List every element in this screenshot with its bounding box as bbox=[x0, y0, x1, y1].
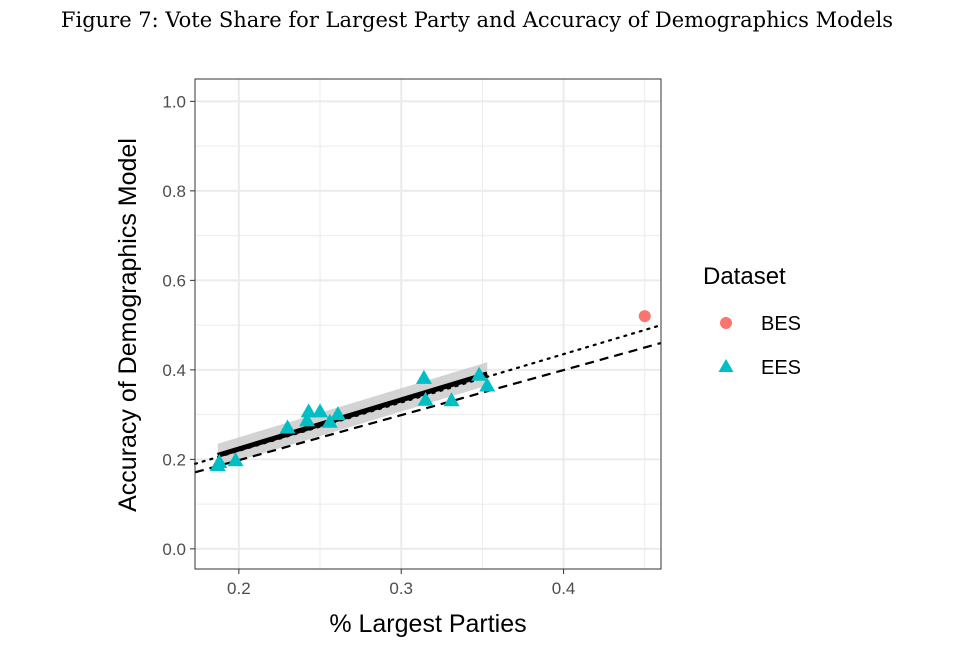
x-tick-label: 0.4 bbox=[552, 579, 576, 598]
y-tick-label: 0.2 bbox=[162, 450, 186, 469]
y-tick-labels: 0.0 0.2 0.4 0.6 0.8 1.0 bbox=[162, 92, 186, 558]
x-axis-title: % Largest Parties bbox=[329, 610, 526, 638]
fit-line-solid bbox=[217, 371, 488, 458]
y-tick-label: 0.4 bbox=[162, 361, 186, 380]
data-points bbox=[209, 310, 651, 472]
ees-point bbox=[479, 377, 496, 392]
ees-point bbox=[417, 391, 434, 406]
plot-panel bbox=[195, 79, 661, 569]
y-tick-label: 1.0 bbox=[162, 92, 186, 111]
legend-label-bes: BES bbox=[761, 313, 801, 335]
ees-point bbox=[300, 403, 317, 418]
x-tick-label: 0.2 bbox=[227, 579, 251, 598]
ees-point bbox=[227, 452, 244, 467]
plot-border bbox=[194, 78, 662, 570]
ees-point bbox=[279, 419, 296, 434]
grid-major bbox=[195, 79, 661, 569]
ees-point bbox=[299, 412, 316, 427]
ees-point bbox=[471, 366, 488, 381]
x-tick-label: 0.3 bbox=[389, 579, 413, 598]
ees-point bbox=[321, 413, 338, 428]
y-tick-label: 0.6 bbox=[162, 271, 186, 290]
legend-ees-marker bbox=[718, 359, 734, 372]
ees-point bbox=[211, 453, 228, 468]
ees-point bbox=[312, 403, 329, 418]
legend-title: Dataset bbox=[703, 263, 786, 290]
y-tick-label: 0.8 bbox=[162, 182, 186, 201]
ees-point bbox=[415, 369, 432, 384]
x-tick-labels: 0.2 0.3 0.4 bbox=[227, 579, 575, 598]
y-tick-label: 0.0 bbox=[162, 540, 186, 559]
fit-lines bbox=[193, 324, 663, 474]
axis-ticks bbox=[190, 100, 565, 574]
reference-line-dotted bbox=[193, 324, 663, 465]
reference-line-dashed bbox=[194, 341, 662, 474]
legend-label-ees: EES bbox=[761, 357, 801, 379]
bes-point bbox=[638, 310, 651, 323]
y-axis-title: Accuracy of Demographics Model bbox=[114, 138, 142, 512]
grid-minor bbox=[195, 79, 661, 569]
legend-bes-marker bbox=[720, 317, 732, 329]
ees-point bbox=[443, 392, 460, 407]
ees-point bbox=[329, 406, 346, 421]
figure-caption: Figure 7: Vote Share for Largest Party a… bbox=[60, 8, 894, 32]
legend: Dataset BES EES bbox=[703, 263, 801, 379]
